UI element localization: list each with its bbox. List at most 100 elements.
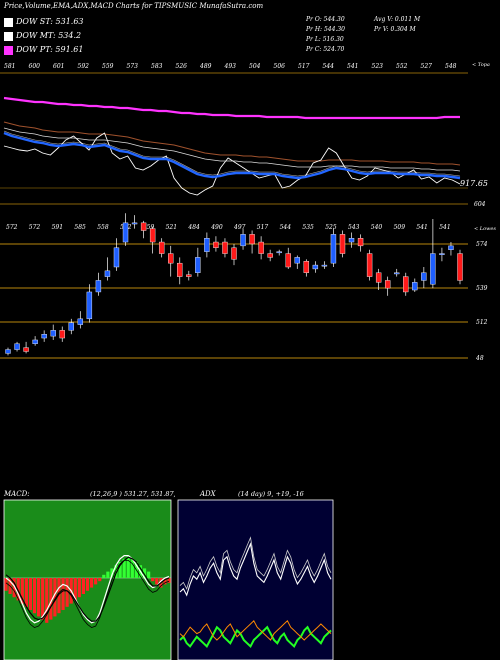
candle-top-label: 572 [29, 224, 41, 231]
ema-top-label: 527 [421, 63, 433, 70]
candle-y-tick: 512 [476, 319, 488, 326]
ema-line-ema-slow [3, 127, 461, 172]
candle-body [375, 272, 382, 283]
candle-body [321, 264, 328, 267]
candle-body [403, 276, 409, 293]
stat-prev-volume: Pr V: 0.304 M [374, 26, 416, 33]
ema-top-label: 573 [127, 63, 139, 70]
candle-body [186, 274, 192, 277]
legend-dow-pt-label: DOW PT: 591.61 [16, 45, 84, 54]
macd-chart: MACD: (12,26,9 ) 531.27, 531.87, -0.6 [3, 490, 175, 660]
candle-body [276, 251, 282, 254]
candle-body [303, 261, 310, 273]
candle-body [231, 247, 237, 260]
candle-top-label: 558 [97, 224, 109, 231]
candle-body [312, 264, 319, 270]
ema-right-label-bottom: 604 [474, 201, 486, 208]
candle-top-label: 497 [233, 224, 246, 231]
candle-body [366, 253, 373, 277]
macd-histogram-bar [118, 562, 122, 578]
candle-body [457, 253, 463, 281]
ema-top-label: 517 [298, 63, 310, 70]
macd-histogram-bar [16, 578, 20, 601]
candle-top-label: 544 [280, 224, 292, 231]
candle-top-label: 509 [394, 224, 406, 231]
candle-right-label-top: < Lowes [474, 226, 496, 232]
candle-top-label: 517 [257, 224, 269, 231]
adx-values: (14 day) 9, +19, -16 [238, 490, 304, 498]
legend-dow-mt: DOW MT: 534.2 [4, 31, 81, 41]
stat-avg-volume: Avg V: 0.011 M [374, 16, 421, 23]
adx-white-shadow [179, 536, 332, 590]
adx-frame [177, 499, 334, 660]
candle-body [32, 339, 38, 344]
adx-chart: ADX (14 day) 9, +19, -16 [177, 490, 334, 660]
macd-macd-line [5, 554, 170, 624]
macd-histogram-bar [65, 578, 69, 607]
macd-histogram-bar [20, 578, 24, 604]
legend-dow-pt: DOW PT: 591.61 [4, 45, 83, 55]
candle-body [68, 322, 74, 331]
candle-body [285, 253, 291, 268]
stat-high: Pr H: 544.30 [306, 26, 345, 33]
ema-top-label: 493 [224, 63, 237, 70]
ema-panel: 581 600 601 592 559 573 583 526 489 493 504 506 517 5… [0, 62, 490, 208]
candle-body [104, 270, 111, 277]
candle-top-label: 572 [6, 224, 18, 231]
legend-dow-mt-label: DOW MT: 534.2 [16, 31, 82, 40]
candle-body [95, 280, 102, 293]
candle-body [59, 330, 65, 339]
legend-dow-st-label: DOW ST: 531.63 [16, 17, 84, 26]
candle-body [131, 222, 138, 225]
ema-top-label: 548 [445, 63, 457, 70]
macd-histogram-bar [89, 578, 94, 588]
adx-adx-white [179, 542, 332, 597]
ema-top-label: 544 [323, 63, 335, 70]
candle-body [149, 228, 156, 243]
adx-plus-di [179, 625, 332, 649]
candle-top-label: 490 [210, 224, 223, 231]
macd-histogram-bar [102, 574, 106, 578]
candle-body [412, 282, 418, 291]
macd-histogram-bar [110, 568, 114, 578]
macd-histogram-bar [12, 578, 16, 598]
candle-body [421, 272, 427, 281]
ema-right-label-top: < Topa [472, 62, 490, 68]
macd-histogram-bar [41, 578, 45, 620]
candle-top-label: 591 [52, 224, 63, 231]
macd-histogram-bar [4, 578, 8, 591]
macd-histogram-bar [142, 568, 147, 578]
ema-line-price [3, 132, 461, 196]
legend-swatch-st [4, 17, 13, 27]
candle-body [77, 318, 84, 325]
chart-title: Price,Volume,EMA,ADX,MACD Charts for TIP… [4, 2, 264, 10]
macd-frame [3, 499, 172, 660]
candle-body [50, 330, 56, 337]
candle-top-label: 540 [371, 224, 383, 231]
candle-body [140, 222, 147, 231]
macd-label: MACD: [3, 490, 30, 498]
ema-top-label: 592 [78, 63, 90, 70]
legend-swatch-mt [4, 31, 13, 41]
macd-histogram-bar [24, 578, 28, 607]
ema-top-label: 552 [396, 63, 408, 70]
macd-histogram-bar [73, 578, 77, 601]
ema-top-label: 504 [249, 63, 261, 70]
ema-top-label: 541 [347, 63, 358, 70]
candle-body [357, 237, 364, 247]
macd-histogram-bar [98, 578, 102, 582]
candle-body [330, 234, 337, 264]
candle-top-label: 541 [416, 224, 427, 231]
ema-line-ema-fast [3, 131, 461, 180]
candle-body [195, 257, 201, 273]
candle-body [439, 253, 445, 255]
candle-y-tick: 48 [475, 355, 484, 362]
candle-body [249, 234, 255, 245]
adx-minus-di [179, 619, 332, 641]
macd-histogram-bar [114, 565, 118, 578]
ema-top-label: 523 [372, 63, 384, 70]
candle-top-label: 541 [439, 224, 450, 231]
candle-top-label: 484 [187, 224, 200, 231]
price-chart: 581 600 601 592 559 573 583 526 489 493 504 506 517 5… [0, 62, 496, 362]
macd-histogram-bar [61, 578, 65, 610]
